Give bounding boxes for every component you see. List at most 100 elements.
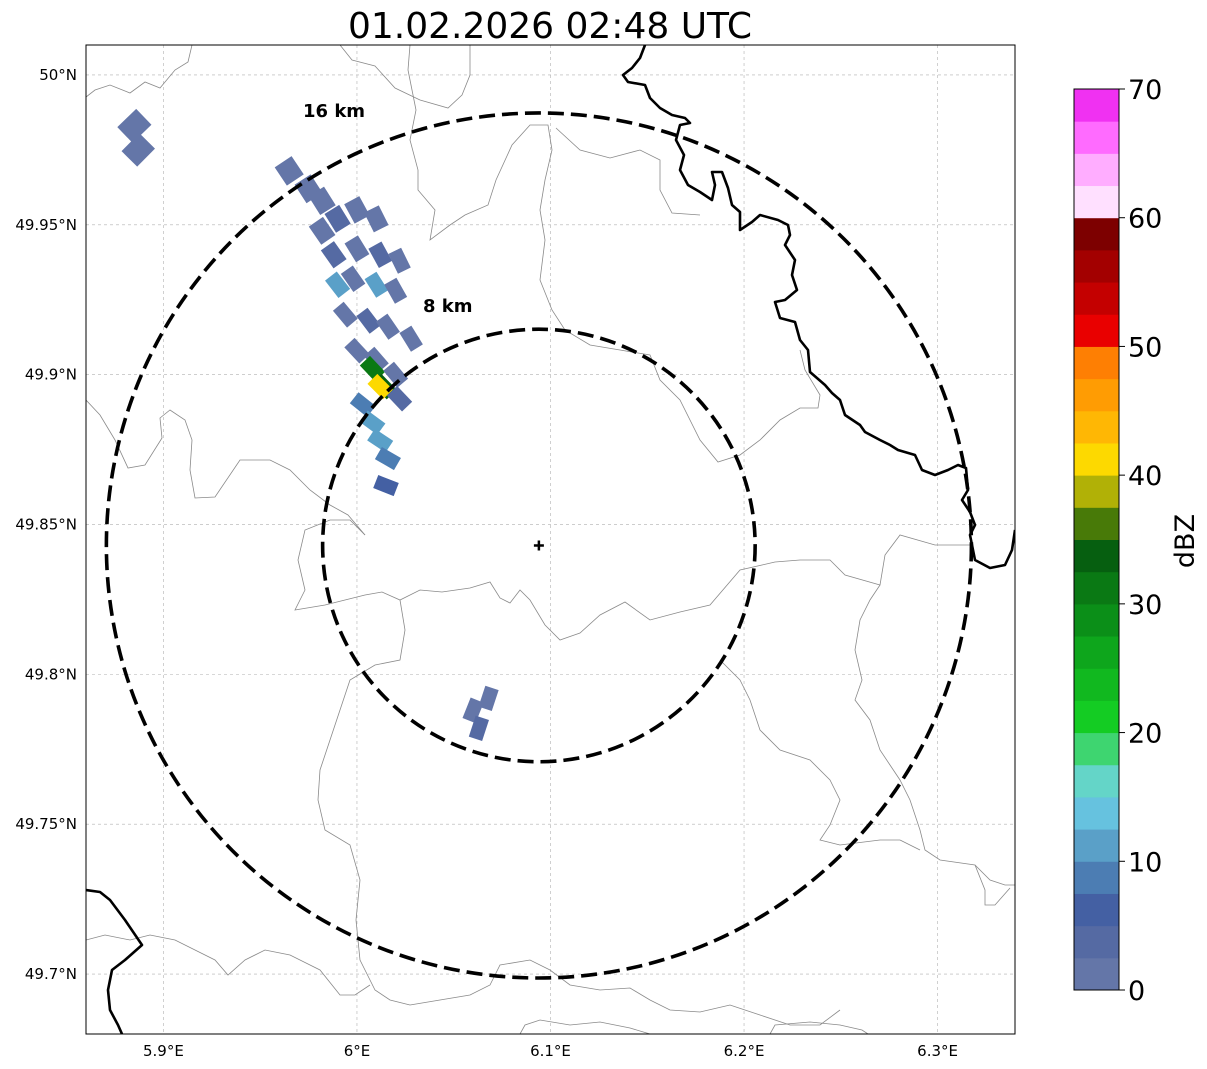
radar-echo-layer	[117, 108, 499, 741]
range-ring-label-8km: 8 km	[423, 296, 473, 317]
colorbar-swatch	[1074, 861, 1119, 894]
radar-echo-cell	[364, 205, 389, 233]
colorbar-swatch	[1074, 442, 1119, 476]
gridlines	[86, 45, 1015, 1034]
radar-echo-cell	[344, 196, 370, 224]
colorbar-swatch	[1074, 282, 1119, 315]
municipal-boundary	[409, 959, 841, 1026]
radar-echo-cell	[349, 392, 376, 417]
colorbar-tick-label: 0	[1128, 976, 1145, 1007]
colorbar-swatch	[1074, 700, 1119, 734]
colorbar-tick-label: 10	[1128, 847, 1162, 878]
municipal-boundary	[407, 45, 821, 463]
radar-echo-cell	[374, 447, 401, 471]
lat-tick-label: 49.85°N	[15, 516, 77, 534]
range-rings	[104, 111, 974, 980]
radar-echo-cell	[332, 301, 358, 328]
colorbar-tick-label: 20	[1128, 719, 1162, 750]
radar-echo-cell	[274, 156, 304, 186]
radar-echo-cell	[386, 385, 413, 412]
colorbar-tick-label: 50	[1128, 332, 1162, 363]
lat-tick-label: 50°N	[39, 66, 77, 84]
radar-echo-cell	[320, 241, 347, 269]
map-frame	[85, 44, 1016, 1035]
radar-echo-cell	[121, 133, 155, 167]
radar-echo-cell	[399, 325, 423, 352]
colorbar-ticks: 0 10 20 30 40 50 60 70	[1119, 75, 1162, 1007]
radar-site-marker	[533, 540, 544, 551]
colorbar-swatch	[1074, 539, 1119, 573]
lon-tick-label: 6.2°E	[724, 1042, 765, 1060]
colorbar-swatch	[1074, 636, 1119, 669]
colorbar-swatch	[1074, 121, 1119, 154]
lat-tick-label: 49.8°N	[25, 665, 77, 683]
radar-echo-cell	[359, 355, 386, 382]
colorbar-swatch	[1074, 378, 1119, 412]
colorbar-swatch	[1074, 732, 1119, 766]
lon-tick-label: 5.9°E	[143, 1042, 184, 1060]
colorbar-tick-label: 30	[1128, 590, 1162, 621]
colorbar-swatch	[1074, 925, 1119, 959]
radar-echo-cell	[340, 265, 366, 292]
radar-echo-cell	[364, 271, 389, 298]
radar-echo-cell	[344, 235, 370, 263]
colorbar-swatch	[1074, 89, 1119, 122]
municipal-boundary	[769, 1021, 869, 1034]
colorbar-swatch	[1074, 153, 1119, 187]
colorbar-swatch	[1074, 346, 1119, 380]
radar-echo-cell	[383, 361, 409, 388]
figure-title: 01.02.2026 02:48 UTC	[348, 6, 752, 47]
municipal-boundary	[974, 864, 1011, 906]
municipal-boundary	[854, 584, 1015, 886]
colorbar-swatch	[1074, 571, 1119, 605]
radar-echo-cell	[388, 247, 411, 274]
boundaries	[86, 45, 1015, 1034]
range-ring-8km	[320, 327, 757, 764]
colorbar-swatch	[1074, 217, 1119, 251]
colorbar-swatch	[1074, 893, 1119, 927]
colorbar-swatch	[1074, 185, 1119, 219]
municipal-boundary	[294, 519, 970, 641]
colorbar-swatch	[1074, 957, 1119, 991]
colorbar-tick-label: 70	[1128, 75, 1162, 106]
radar-echo-cell	[356, 307, 381, 334]
colorbar-swatch	[1074, 829, 1119, 862]
radar-echo-cell	[375, 313, 400, 340]
radar-echo-cell	[324, 204, 351, 233]
lat-tick-label: 49.9°N	[25, 366, 77, 384]
colorbar-swatch	[1074, 249, 1119, 283]
colorbar-swatch	[1074, 507, 1119, 540]
map-area: 8 km 16 km	[85, 44, 1016, 1035]
radar-echo-cell	[308, 216, 336, 245]
colorbar-swatch	[1074, 796, 1119, 830]
colorbar-tick-label: 60	[1128, 204, 1162, 235]
municipal-boundary	[317, 599, 411, 1006]
longitude-tick-labels: 5.9°E 6°E 6.1°E 6.2°E 6.3°E	[143, 1042, 958, 1060]
radar-echo-cell	[363, 346, 389, 373]
radar-echo-cell	[325, 271, 351, 298]
colorbar-label: dBZ	[1170, 514, 1201, 568]
municipal-boundary	[899, 839, 921, 851]
radar-echo-cell	[367, 373, 393, 400]
lat-tick-label: 49.7°N	[25, 965, 77, 983]
radar-echo-cell	[344, 337, 370, 364]
radar-echo-cell	[367, 428, 394, 453]
radar-echo-cell	[468, 715, 489, 741]
lon-tick-label: 6°E	[344, 1042, 371, 1060]
colorbar-swatches	[1074, 89, 1119, 991]
lon-tick-label: 6.1°E	[530, 1042, 571, 1060]
lat-tick-label: 49.95°N	[15, 216, 77, 234]
colorbar-swatch	[1074, 314, 1119, 347]
radar-echo-cell	[368, 241, 392, 269]
colorbar-swatch	[1074, 410, 1119, 444]
colorbar-swatch	[1074, 475, 1119, 508]
radar-echo-cell	[384, 277, 408, 304]
dbz-colorbar: 0 10 20 30 40 50 60 70 dBZ	[1073, 75, 1201, 1007]
municipal-boundary	[519, 1019, 651, 1034]
municipal-boundary	[719, 659, 900, 846]
range-ring-16km	[104, 111, 974, 980]
radar-echo-cell	[308, 186, 336, 216]
colorbar-swatch	[1074, 603, 1119, 637]
radar-echo-cell	[117, 108, 152, 143]
